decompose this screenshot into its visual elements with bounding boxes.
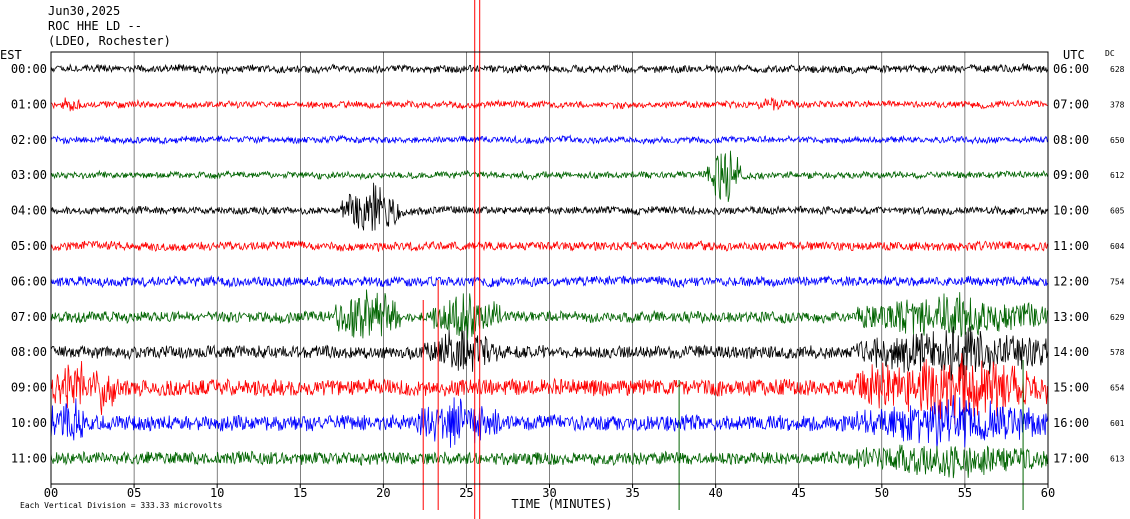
utc-row-label: 14:00: [1053, 345, 1089, 359]
trace-0800: [50, 326, 1049, 382]
dc-value: 604: [1110, 242, 1125, 251]
row-labels: 00:00 06:00 628 01:00 07:00 378 02:00 08:00 650 0…: [11, 62, 1125, 465]
est-row-label: 11:00: [11, 451, 47, 465]
dc-value: 613: [1110, 454, 1125, 463]
utc-row-label: 15:00: [1053, 381, 1089, 395]
est-row-label: 02:00: [11, 133, 47, 147]
utc-row-label: 17:00: [1053, 451, 1089, 465]
x-tick-label: 20: [376, 486, 390, 500]
est-row-label: 01:00: [11, 97, 47, 111]
dc-value: 578: [1110, 348, 1125, 357]
utc-row-label: 08:00: [1053, 133, 1089, 147]
x-tick-labels: 00 05 10 15 20 25 30 35 40 45 50 55 60: [44, 484, 1055, 500]
utc-row-label: 07:00: [1053, 97, 1089, 111]
est-row-label: 10:00: [11, 416, 47, 430]
x-tick-label: 45: [792, 486, 806, 500]
utc-row-label: 10:00: [1053, 204, 1089, 218]
scale-note: Each Vertical Division = 333.33 microvol…: [20, 501, 223, 510]
trace-0400: [50, 182, 1049, 231]
trace-0300: [50, 150, 1049, 202]
header-network: (LDEO, Rochester): [48, 34, 171, 48]
dc-value: 628: [1110, 65, 1125, 74]
dc-label: DC: [1105, 49, 1115, 58]
trace-1000: [50, 395, 1049, 450]
trace-0000: [50, 62, 1049, 75]
dc-value: 754: [1110, 277, 1125, 286]
est-row-label: 00:00: [11, 62, 47, 76]
trace-0600: [50, 275, 1049, 289]
dc-value: 612: [1110, 171, 1125, 180]
est-row-label: 06:00: [11, 274, 47, 288]
utc-axis-label: UTC: [1063, 48, 1085, 62]
x-tick-label: 30: [542, 486, 556, 500]
trace-0200: [50, 134, 1049, 145]
est-row-label: 08:00: [11, 345, 47, 359]
utc-row-label: 13:00: [1053, 310, 1089, 324]
trace-group: [50, 0, 1049, 519]
utc-row-label: 11:00: [1053, 239, 1089, 253]
x-tick-label: 60: [1041, 486, 1055, 500]
est-row-label: 09:00: [11, 381, 47, 395]
dc-value: 378: [1110, 100, 1125, 109]
x-tick-label: 35: [625, 486, 639, 500]
x-tick-label: 40: [708, 486, 722, 500]
utc-row-label: 09:00: [1053, 168, 1089, 182]
trace-0900: [50, 353, 1049, 425]
utc-row-label: 12:00: [1053, 274, 1089, 288]
trace-0100: [50, 97, 1049, 112]
dc-value: 605: [1110, 207, 1125, 216]
est-row-label: 05:00: [11, 239, 47, 253]
x-axis-title: TIME (MINUTES): [511, 497, 612, 511]
x-tick-label: 15: [293, 486, 307, 500]
x-tick-label: 25: [459, 486, 473, 500]
dc-value: 654: [1110, 384, 1125, 393]
est-row-label: 07:00: [11, 310, 47, 324]
header-station: ROC HHE LD --: [48, 19, 142, 33]
x-tick-label: 10: [210, 486, 224, 500]
utc-row-label: 16:00: [1053, 416, 1089, 430]
dc-value: 650: [1110, 136, 1125, 145]
est-row-label: 03:00: [11, 168, 47, 182]
trace-0700: [50, 289, 1049, 340]
x-tick-label: 00: [44, 486, 58, 500]
utc-row-label: 06:00: [1053, 62, 1089, 76]
header-date: Jun30,2025: [48, 4, 121, 18]
x-tick-label: 55: [958, 486, 972, 500]
x-tick-label: 50: [875, 486, 889, 500]
dc-value: 601: [1110, 419, 1125, 428]
est-row-label: 04:00: [11, 204, 47, 218]
trace-1100: [50, 444, 1049, 479]
x-tick-label: 05: [127, 486, 141, 500]
trace-0500: [50, 239, 1049, 252]
est-axis-label: EST: [0, 48, 22, 62]
dc-value: 629: [1110, 313, 1125, 322]
